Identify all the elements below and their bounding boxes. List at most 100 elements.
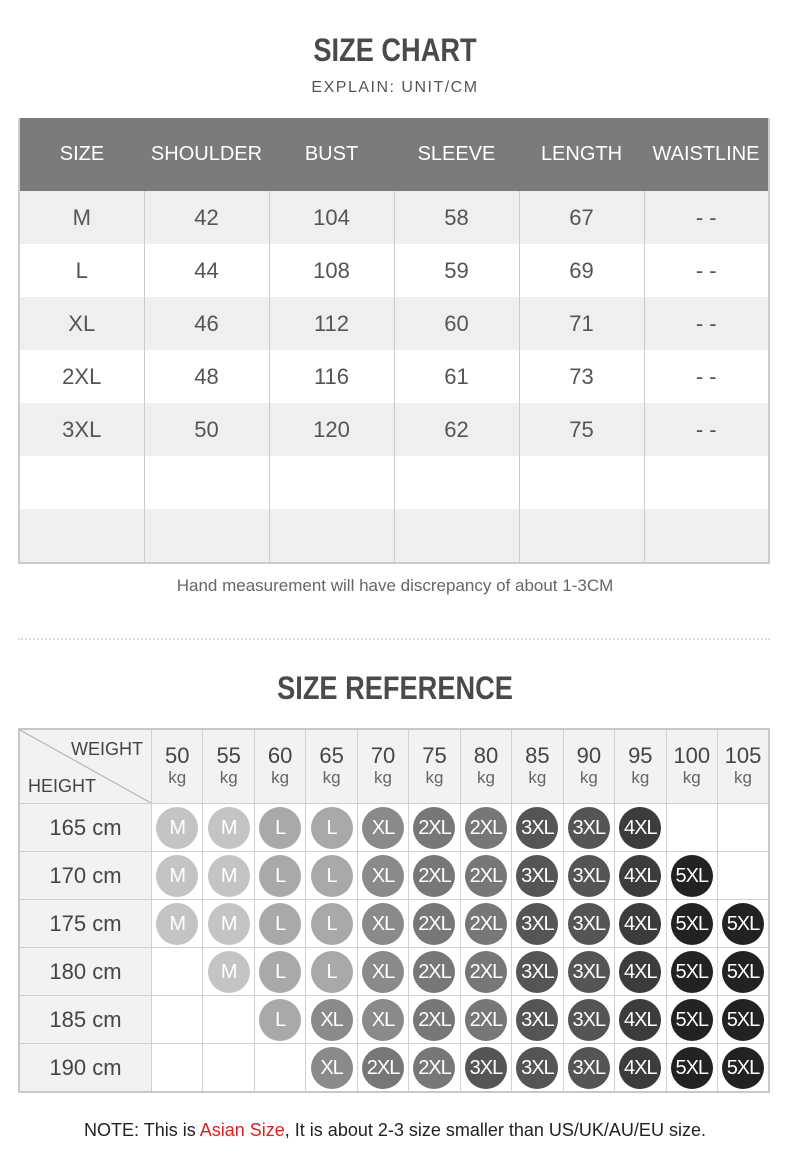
size-badge: 4XL	[619, 950, 662, 993]
weight-value: 65	[319, 742, 344, 768]
table-cell: 67	[518, 191, 644, 244]
weight-value: 100	[673, 742, 711, 768]
weight-unit: kg	[374, 767, 393, 787]
size-badge: M	[156, 806, 199, 849]
size-cell: 3XL	[562, 947, 616, 996]
size-badge: L	[310, 806, 353, 849]
size-cell: XL	[356, 803, 410, 852]
size-badge: 5XL	[670, 902, 713, 945]
table-row	[19, 456, 769, 509]
size-badge: M	[207, 950, 250, 993]
table-cell: 71	[518, 297, 644, 350]
size-cell: 5XL	[716, 947, 770, 996]
table-cell: L	[19, 244, 144, 297]
size-cell: 3XL	[562, 851, 616, 900]
size-badge: 3XL	[516, 902, 559, 945]
weight-value: 60	[267, 742, 293, 768]
height-label: HEIGHT	[28, 776, 97, 796]
size-badge: 2XL	[413, 998, 456, 1041]
weight-unit: kg	[271, 767, 290, 787]
size-badge: XL	[310, 1046, 353, 1089]
table-cell: 108	[268, 244, 394, 297]
measurement-note: Hand measurement will have discrepancy o…	[176, 576, 614, 595]
size-cell: 2XL	[459, 803, 513, 852]
weight-header: 105 kg	[716, 728, 770, 804]
table-cell	[268, 456, 394, 509]
size-cell: XL	[356, 995, 410, 1044]
size-cell: 2XL	[408, 1043, 461, 1093]
size-badge: 3XL	[516, 806, 559, 849]
weight-header: 80 kg	[459, 728, 513, 804]
table-cell	[143, 456, 269, 509]
size-cell: 2XL	[356, 1043, 410, 1093]
size-badge: 2XL	[362, 1046, 405, 1089]
size-cell: XL	[356, 899, 410, 948]
size-cell: 2XL	[408, 851, 461, 900]
size-badge: 5XL	[721, 1046, 764, 1089]
asian-size-note: NOTE: This is Asian Size, It is about 2-…	[0, 1120, 790, 1141]
table-cell: 75	[518, 403, 644, 456]
size-badge: 3XL	[567, 806, 610, 849]
table-cell: XL	[19, 297, 144, 350]
size-badge: 5XL	[721, 902, 764, 945]
size-cell: 3XL	[562, 1043, 616, 1093]
size-cell: 5XL	[716, 995, 770, 1044]
table-cell: M	[19, 191, 144, 244]
size-cell: L	[253, 803, 307, 852]
weight-value: 85	[525, 742, 550, 768]
size-cell: 4XL	[614, 803, 667, 852]
size-cell: 2XL	[408, 899, 461, 948]
table-cell: - -	[643, 244, 769, 297]
column-header: SHOULDER	[144, 118, 269, 191]
weight-unit: kg	[734, 767, 752, 787]
size-badge: L	[259, 950, 302, 993]
weight-header: 65 kg	[305, 728, 358, 804]
size-cell: 3XL	[511, 947, 564, 996]
size-badge: XL	[310, 998, 353, 1041]
table-cell	[393, 456, 519, 509]
weight-value: 70	[370, 742, 396, 768]
size-cell: 2XL	[408, 803, 461, 852]
size-badge: XL	[362, 950, 405, 993]
size-cell: XL	[356, 851, 410, 900]
size-cell	[716, 803, 770, 852]
table-cell: 73	[518, 350, 644, 403]
size-cell	[202, 1043, 255, 1093]
size-badge: 2XL	[413, 806, 456, 849]
table-row: 170 cm M M L L XL 2XL 2XL 3XL 3XL 4XL 5XL	[18, 851, 770, 900]
size-badge: L	[259, 998, 302, 1041]
size-badge: 3XL	[567, 950, 610, 993]
table-cell	[518, 509, 644, 563]
size-chart-table: SIZE SHOULDER BUST SLEEVE LENGTH WAISTLINE M 42…	[18, 118, 770, 564]
size-cell	[253, 1043, 307, 1093]
size-cell: 4XL	[614, 947, 667, 996]
size-badge: 3XL	[516, 854, 559, 897]
size-badge: XL	[362, 998, 405, 1041]
size-cell: 3XL	[562, 899, 616, 948]
size-badge: 5XL	[721, 998, 764, 1041]
table-cell: 48	[143, 350, 269, 403]
size-cell: 3XL	[511, 803, 564, 852]
size-badge: 4XL	[619, 806, 662, 849]
table-cell: - -	[643, 297, 769, 350]
size-cell: 2XL	[408, 995, 461, 1044]
weight-unit: kg	[168, 767, 187, 787]
corner-header: WEIGHT HEIGHT	[18, 728, 152, 804]
weight-header: 70 kg	[356, 728, 410, 804]
table-cell: 46	[143, 297, 269, 350]
size-cell: M	[202, 947, 255, 996]
size-cell	[716, 851, 770, 900]
size-cell: 4XL	[614, 1043, 667, 1093]
table-cell	[643, 509, 769, 563]
weight-unit: kg	[219, 767, 238, 787]
table-cell: 2XL	[19, 350, 144, 403]
size-cell: L	[305, 899, 358, 948]
table-cell: 104	[268, 191, 394, 244]
weight-unit: kg	[476, 767, 495, 787]
size-reference-title: SIZE REFERENCE	[277, 670, 513, 706]
size-badge: 3XL	[516, 950, 559, 993]
size-badge: 2XL	[413, 1046, 456, 1089]
size-cell	[150, 947, 204, 996]
weight-header: 55 kg	[202, 728, 255, 804]
size-badge: 2XL	[464, 950, 507, 993]
